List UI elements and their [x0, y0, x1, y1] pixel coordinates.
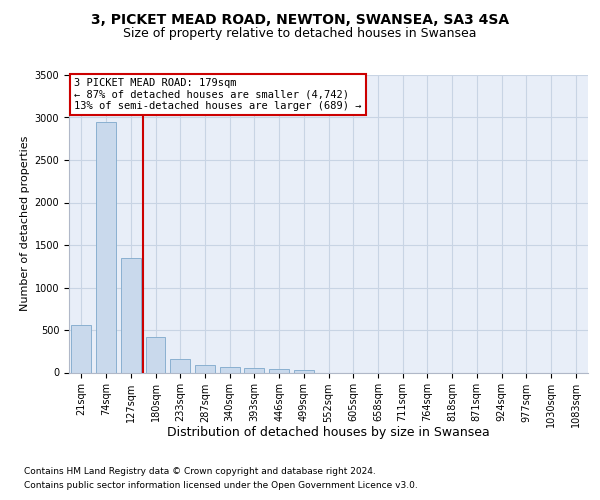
Bar	[170, 360, 190, 372]
Bar	[71, 325, 91, 372]
Bar	[96, 122, 116, 372]
Bar	[121, 258, 140, 372]
Bar	[269, 369, 289, 372]
Text: 3 PICKET MEAD ROAD: 179sqm
← 87% of detached houses are smaller (4,742)
13% of s: 3 PICKET MEAD ROAD: 179sqm ← 87% of deta…	[74, 78, 362, 111]
Text: 3, PICKET MEAD ROAD, NEWTON, SWANSEA, SA3 4SA: 3, PICKET MEAD ROAD, NEWTON, SWANSEA, SA…	[91, 12, 509, 26]
Text: Contains public sector information licensed under the Open Government Licence v3: Contains public sector information licen…	[24, 481, 418, 490]
Text: Distribution of detached houses by size in Swansea: Distribution of detached houses by size …	[167, 426, 490, 439]
Bar	[244, 368, 264, 372]
Bar	[294, 370, 314, 372]
Bar	[220, 367, 239, 372]
Bar	[146, 337, 166, 372]
Y-axis label: Number of detached properties: Number of detached properties	[20, 136, 31, 312]
Bar	[195, 366, 215, 372]
Text: Size of property relative to detached houses in Swansea: Size of property relative to detached ho…	[123, 28, 477, 40]
Text: Contains HM Land Registry data © Crown copyright and database right 2024.: Contains HM Land Registry data © Crown c…	[24, 467, 376, 476]
